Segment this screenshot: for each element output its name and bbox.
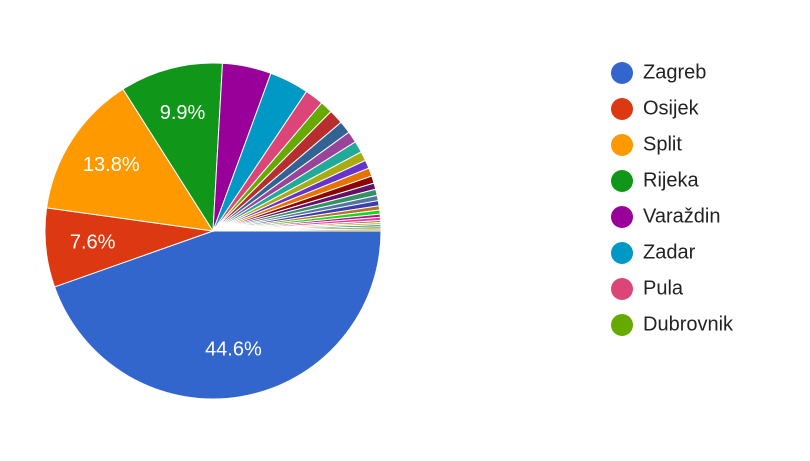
legend-swatch [611,134,633,156]
pie-slice [212,228,382,232]
pie-slice [46,88,215,232]
legend-swatch [611,98,633,120]
legend-label: Osijek [643,97,700,119]
legend-swatch [611,170,633,192]
legend-swatch [611,242,633,264]
legend-swatch [611,206,633,228]
legend-swatch [611,314,633,336]
slice-label: 13.8% [83,154,140,176]
legend-label: Zagreb [643,61,706,83]
slice-label: 44.6% [205,339,262,361]
legend-label: Split [643,133,682,155]
legend-swatch [611,62,633,84]
legend-label: Rijeka [643,169,699,191]
legend-swatch [611,278,633,300]
pie-slice [122,62,224,233]
legend-label: Pula [643,277,684,299]
slice-label: 9.9% [160,102,206,124]
slice-label: 7.6% [70,231,116,253]
legend-label: Varaždin [643,205,720,227]
pie-slice [53,230,382,400]
legend-label: Dubrovnik [643,313,734,335]
legend-label: Zadar [643,241,696,263]
